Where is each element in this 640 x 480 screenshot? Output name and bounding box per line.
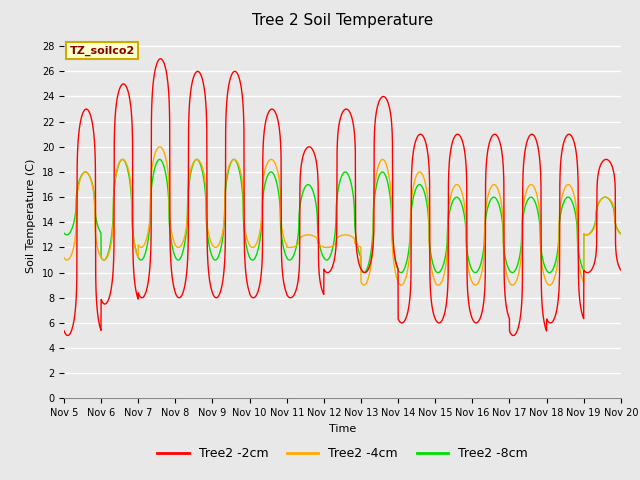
Title: Tree 2 Soil Temperature: Tree 2 Soil Temperature: [252, 13, 433, 28]
Legend: Tree2 -2cm, Tree2 -4cm, Tree2 -8cm: Tree2 -2cm, Tree2 -4cm, Tree2 -8cm: [152, 442, 532, 465]
Text: TZ_soilco2: TZ_soilco2: [70, 46, 135, 56]
X-axis label: Time: Time: [329, 424, 356, 433]
Y-axis label: Soil Temperature (C): Soil Temperature (C): [26, 159, 36, 273]
